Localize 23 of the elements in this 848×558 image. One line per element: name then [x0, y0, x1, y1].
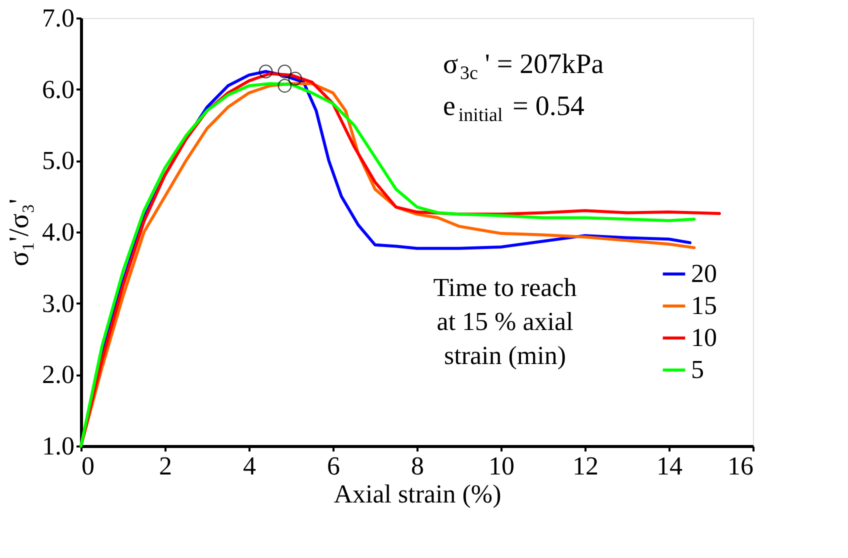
x-tick-label: 10	[488, 452, 514, 480]
y-axis-title: σ₁'/σ₃'	[4, 198, 35, 266]
y-tick-label: 3.0	[42, 288, 74, 318]
y-tick-label: 5.0	[42, 146, 74, 176]
legend-label: 5	[691, 355, 704, 384]
y-tick-label: 6.0	[42, 74, 74, 104]
x-tick-label: 8	[411, 452, 424, 480]
legend-title: Time to reach at 15 % axial strain (min)	[433, 273, 577, 370]
x-tick-label: 2	[159, 452, 172, 480]
x-axis-title: Axial strain (%)	[334, 480, 502, 508]
x-tick-label: 4	[243, 452, 256, 480]
x-tick-label: 6	[327, 452, 340, 480]
x-tick-label: 16	[728, 452, 754, 480]
legend-label: 20	[691, 259, 717, 288]
y-tick-label: 7.0	[42, 4, 74, 32]
y-tick-label: 2.0	[42, 360, 74, 390]
y-tick-label: 1.0	[42, 432, 74, 460]
x-tick-label: 0	[82, 452, 94, 480]
x-tick-label: 14	[656, 452, 682, 480]
legend-label: 15	[691, 291, 717, 320]
y-tick-label: 4.0	[42, 218, 74, 246]
x-tick-label: 12	[572, 452, 598, 480]
legend-label: 10	[691, 323, 717, 352]
